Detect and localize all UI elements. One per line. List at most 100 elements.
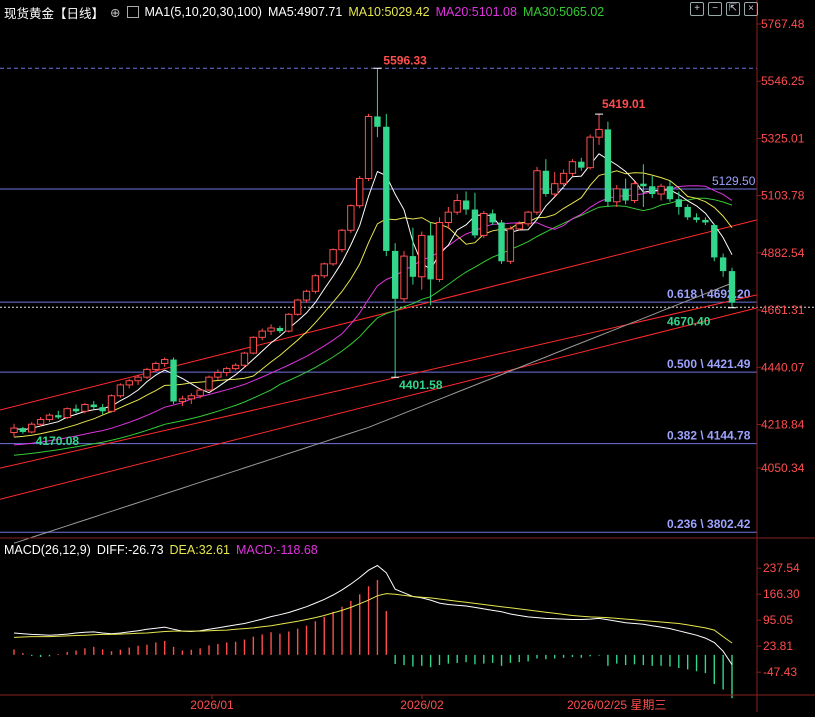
candle-body	[693, 217, 700, 220]
candle-body	[347, 205, 355, 231]
candle-body	[125, 380, 133, 386]
candle-body	[418, 234, 426, 278]
candle-body	[542, 170, 550, 195]
trend-line	[0, 307, 758, 500]
candle-body	[28, 423, 36, 433]
macd-tick-label: -47.43	[763, 665, 797, 679]
candle-body	[551, 183, 559, 195]
candle-body	[568, 161, 577, 174]
close-icon[interactable]: ×	[744, 2, 758, 16]
candle-body	[595, 128, 603, 138]
candle-body	[240, 352, 249, 366]
fib-level-label: 0.500 \ 4421.49	[667, 357, 751, 371]
candle-body	[622, 188, 629, 201]
ma5-line	[13, 153, 733, 431]
candle-body	[311, 275, 320, 292]
macd-dea: DEA:32.61	[169, 543, 230, 557]
candle-body	[55, 415, 62, 418]
fib-level-label: 0.382 \ 4144.78	[667, 429, 751, 443]
candle-body	[214, 371, 222, 378]
price-header: 现货黄金【日线】 ⊕ MA1(5,10,20,30,100) MA5:4907.…	[4, 4, 605, 21]
candle-body	[187, 395, 195, 400]
candle-body	[196, 389, 204, 397]
eye-icon[interactable]: ⊕	[110, 5, 121, 20]
candle-body	[453, 200, 461, 213]
candle-body	[657, 185, 665, 195]
candle-body	[524, 211, 532, 225]
candle-body	[578, 161, 585, 168]
candle-body	[143, 368, 151, 378]
candle-body	[72, 408, 80, 412]
candle-body	[409, 256, 417, 277]
candle-body	[320, 263, 328, 277]
candle-body	[364, 115, 373, 180]
candle-body	[604, 129, 612, 202]
candle-body	[374, 116, 381, 127]
candle-body	[81, 404, 89, 412]
candle-body	[134, 376, 142, 382]
candle-body	[675, 199, 683, 207]
ma5-value: MA5:4907.71	[267, 5, 343, 19]
candle-body	[116, 384, 125, 397]
candle-body	[276, 328, 284, 332]
candle-body	[223, 368, 231, 373]
candle-body	[506, 228, 515, 262]
candle-body	[559, 172, 568, 185]
candle-body	[649, 186, 656, 195]
candle-body	[666, 186, 674, 200]
candle-body	[728, 271, 736, 303]
candle-body	[99, 407, 106, 412]
candle-body	[391, 250, 399, 299]
candle-body	[640, 183, 647, 187]
high-annotation: 5596.33	[383, 53, 427, 67]
ma10-line	[13, 170, 733, 438]
candle-body	[489, 213, 496, 223]
candle-body	[471, 209, 479, 236]
candle-body	[462, 200, 470, 210]
fib-level-label: 0.236 \ 3802.42	[667, 517, 751, 531]
minus-icon[interactable]: −	[708, 2, 722, 16]
candle-body	[338, 229, 346, 251]
candle-body	[719, 257, 727, 272]
candle-body	[383, 126, 390, 251]
time-tick-label: 2026/02	[400, 698, 444, 712]
candle-body	[400, 255, 408, 300]
macd-label: MACD(26,12,9)	[4, 543, 91, 557]
candle-body	[498, 222, 505, 262]
candle-body	[45, 414, 54, 421]
candle-body	[205, 376, 213, 391]
ma30-line	[13, 197, 733, 456]
candle-body	[302, 290, 311, 301]
candle-body	[613, 188, 621, 203]
time-tick-label: 2026/02/25 星期三	[567, 698, 666, 712]
price-tick-label: 4440.07	[761, 360, 805, 374]
candle-body	[533, 170, 541, 213]
price-tick-label: 5546.25	[761, 74, 805, 88]
window-toolbar: + − ⇱ ×	[690, 2, 758, 16]
price-tick-label: 4882.54	[761, 246, 805, 260]
candle-body	[63, 408, 71, 418]
start-low-annotation: 4170.08	[36, 434, 80, 448]
resistance-label: 5129.50	[712, 174, 756, 188]
time-tick-label: 2026/01	[190, 698, 234, 712]
macd-tick-label: 95.05	[763, 613, 793, 627]
candle-body	[178, 398, 187, 402]
macd-value: MACD:-118.68	[236, 543, 318, 557]
settings-icon[interactable]	[126, 6, 139, 18]
candle-body	[90, 404, 97, 408]
ma30-value: MA30:5065.02	[522, 5, 605, 19]
trend-line	[0, 219, 758, 411]
candle-body	[258, 330, 266, 338]
candle-body	[480, 212, 488, 236]
price-tick-label: 5103.78	[761, 189, 805, 203]
plus-icon[interactable]: +	[690, 2, 704, 16]
ma-label: MA1(5,10,20,30,100)	[144, 5, 262, 19]
price-tick-label: 5767.48	[761, 17, 805, 31]
candle-body	[152, 362, 160, 370]
expand-icon[interactable]: ⇱	[726, 2, 740, 16]
candle-body	[630, 183, 639, 202]
candle-body	[267, 327, 275, 332]
candle-body	[231, 364, 240, 370]
candle-body	[684, 206, 691, 218]
